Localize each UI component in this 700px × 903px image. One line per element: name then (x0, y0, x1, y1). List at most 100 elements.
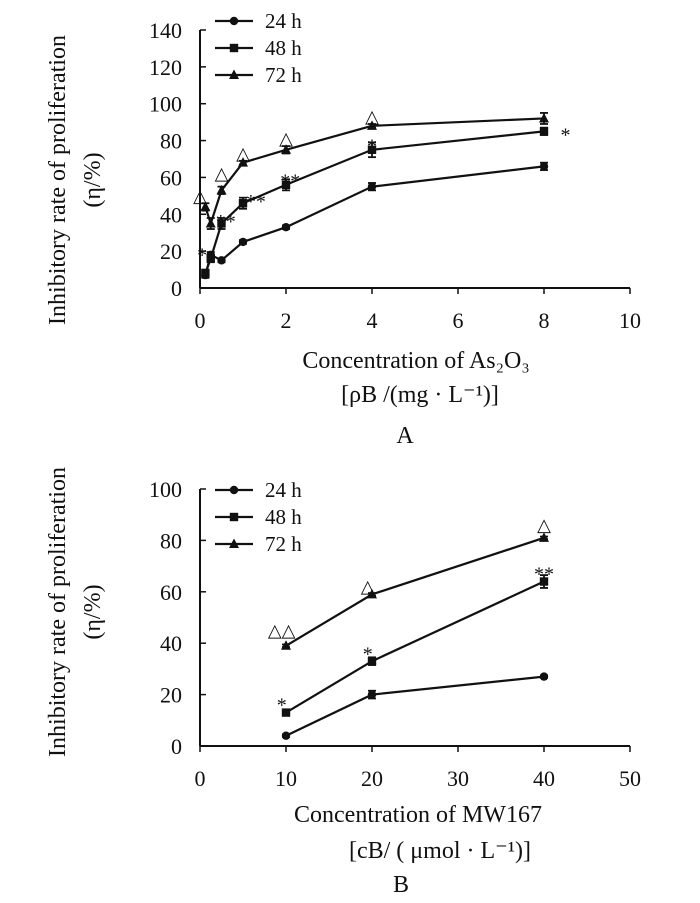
chart-b-xtick-label: 30 (447, 766, 469, 791)
chart-a-annotation-asterisk: * (197, 244, 207, 266)
chart-b-series-0 (281, 672, 549, 740)
chart-a-xlabel-line2: [ρB /(mg · L⁻¹)] (341, 382, 499, 408)
chart-a-xtick-label: 0 (195, 308, 206, 333)
chart-a-series-0 (201, 161, 549, 280)
chart-b-legend-label: 24 h (265, 478, 302, 502)
chart-b-series-line (285, 675, 545, 737)
chart-a-legend-label: 72 h (265, 63, 302, 87)
chart-b-ytick-label: 40 (160, 631, 182, 656)
chart-a-point-square (281, 180, 291, 189)
chart-b-point-circle (281, 731, 291, 740)
chart-b-ytick-label: 0 (171, 734, 182, 759)
chart-b-legend-label: 72 h (265, 532, 302, 556)
chart-b-ytick-label: 60 (160, 580, 182, 605)
chart-a-ylabel-line1: Inhibitory rate of proliferation (45, 35, 71, 325)
chart-b-point-square (281, 708, 291, 717)
chart-a-point-square (367, 145, 377, 154)
chart-a-xtick-label: 6 (453, 308, 464, 333)
chart-a-point-triangle (367, 120, 377, 130)
chart-a-point-square (217, 219, 226, 228)
chart-b-legend-marker (229, 538, 239, 548)
chart-b-ylabel-line1: Inhibitory rate of proliferation (45, 467, 71, 757)
chart-b-point-circle (539, 672, 549, 681)
chart-a-point-circle (281, 222, 291, 232)
chart-a-point-square (238, 199, 248, 208)
chart-a-ytick-label: 100 (149, 92, 182, 117)
chart-b-series-1 (281, 574, 549, 717)
chart-a-xtick-label: 4 (367, 308, 378, 333)
chart-b-annotation-asterisk: * (277, 695, 287, 717)
chart-a-ylabel-line2: (η/%) (80, 152, 106, 207)
chart-b-point-square (539, 577, 549, 586)
chart-b-legend-label: 48 h (265, 505, 302, 529)
chart-a-point-square (539, 127, 549, 136)
chart-a-point-triangle (205, 218, 216, 228)
chart-a-ytick-label: 40 (160, 202, 182, 227)
chart-a-annotation-asterisk: ** (246, 191, 266, 213)
chart-b-ylabel-line2: (η/%) (80, 584, 106, 639)
chart-a-annotation-triangle: △ (236, 143, 250, 163)
chart-a: 0 20 40 60 80 100 120 140 0 2 4 6 8 10 24 h 48 h 72 h △ △ △… (149, 9, 641, 333)
chart-b-xlabel-line1: Concentration of MW167 (294, 802, 542, 828)
chart-a-point-circle (238, 237, 248, 247)
chart-a-point-circle (367, 182, 377, 191)
chart-a-ytick-label: 80 (160, 129, 182, 154)
chart-a-series-1 (201, 126, 549, 278)
chart-a-legend-marker (229, 16, 239, 26)
chart-b-ytick-label: 20 (160, 683, 182, 708)
chart-b-point-triangle (367, 588, 377, 599)
chart-a-ytick-label: 20 (160, 239, 182, 264)
chart-b-xtick-label: 50 (619, 766, 641, 791)
chart-b-xlabel-line2: [cB/ ( μmol · L⁻¹)] (349, 838, 531, 864)
chart-b-annotation-triangle: △△ (268, 620, 296, 640)
chart-a-annotation-asterisk: ** (216, 211, 236, 233)
chart-a-point-triangle (281, 144, 291, 154)
chart-a-annotation-asterisk: * (561, 125, 571, 147)
chart-a-point-triangle (216, 184, 227, 195)
chart-a-legend-marker (229, 69, 239, 79)
chart-b-xtick-label: 10 (275, 766, 297, 791)
chart-b-point-triangle (539, 532, 549, 542)
chart-a-annotation-triangle: △ (279, 129, 293, 149)
chart-b-ytick-label: 80 (160, 528, 182, 553)
chart-a-annotation-asterisk: ** (280, 171, 300, 193)
chart-a-xlabel-line1: Concentration of As₂O₃ (302, 348, 529, 374)
chart-b-ytick-label: 100 (149, 477, 182, 502)
chart-a-series-2 (200, 112, 549, 230)
chart-a-xtick-label: 8 (539, 308, 550, 333)
chart-a-ytick-label: 0 (171, 276, 182, 301)
chart-a-annotation-triangle: △ (193, 186, 207, 206)
chart-a-point-square (206, 254, 215, 263)
chart-b-series-line (285, 536, 545, 647)
chart-a-ytick-label: 60 (160, 165, 182, 190)
chart-b-xtick-label: 20 (361, 766, 383, 791)
chart-a-ytick-label: 120 (149, 55, 182, 80)
chart-b-point-triangle (281, 640, 291, 650)
chart-a-xtick-label: 2 (281, 308, 292, 333)
chart-a-legend-label: 48 h (265, 36, 302, 60)
chart-b-panel-label: B (393, 872, 409, 898)
chart-a-annotation-triangle: △ (215, 164, 229, 184)
chart-a-point-triangle (200, 201, 211, 211)
chart-a-point-square (201, 269, 210, 278)
chart-b-point-circle (367, 690, 377, 699)
chart-a-annotation-asterisk: * (367, 136, 377, 158)
chart-a-panel-label: A (396, 423, 414, 449)
chart-b-annotation-asterisk: * (363, 643, 373, 665)
chart-b-series-2 (281, 532, 549, 650)
chart-a-ytick-label: 140 (149, 18, 182, 43)
chart-b-annotation-triangle: △ (361, 577, 375, 597)
chart-b-legend-marker (229, 512, 239, 522)
chart-b-point-square (367, 656, 377, 666)
chart-a-xtick-label: 10 (619, 308, 641, 333)
chart-b-annotation-triangle: △ (537, 515, 551, 535)
chart-a-point-circle (217, 256, 226, 265)
chart-a-point-triangle (539, 112, 549, 123)
chart-a-point-triangle (238, 157, 248, 167)
chart-a-legend-label: 24 h (265, 9, 302, 33)
chart-b-xtick-label: 0 (195, 766, 206, 791)
chart-b-annotation-asterisk: ** (534, 564, 554, 586)
chart-b-series-line (285, 580, 545, 714)
